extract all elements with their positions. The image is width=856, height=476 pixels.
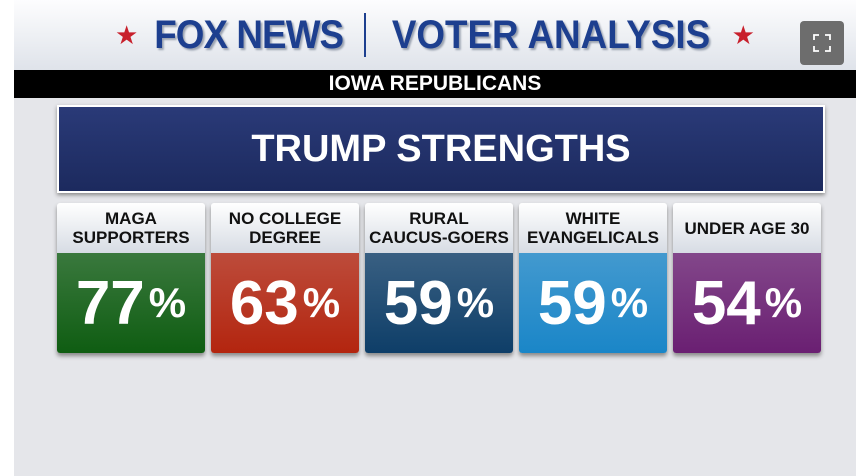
voter-analysis-graphic: ★ FOX NEWS VOTER ANALYSIS ★ IOWA REPUBLI… [14,0,856,476]
stat-value: 63% [211,253,359,353]
stat-value: 59% [519,253,667,353]
stat-card: MAGA SUPPORTERS 77% [57,203,205,353]
subtitle-bar: IOWA REPUBLICANS [14,70,856,98]
percent-sign: % [610,279,649,326]
stat-label: WHITE EVANGELICALS [519,203,667,253]
percent-sign: % [456,279,495,326]
stat-label: UNDER AGE 30 [673,203,821,253]
value-number: 59 [383,268,453,338]
star-icon: ★ [115,19,139,50]
fox-news-logo: FOX NEWS [154,12,345,57]
stat-label: NO COLLEGE DEGREE [211,203,359,253]
divider [363,13,366,57]
stat-value: 54% [673,253,821,353]
chart-title: TRUMP STRENGTHS [57,105,825,193]
stat-card: RURAL CAUCUS-GOERS 59% [365,203,513,353]
stat-card: NO COLLEGE DEGREE 63% [211,203,359,353]
masthead: ★ FOX NEWS VOTER ANALYSIS ★ [14,0,856,70]
stat-card: WHITE EVANGELICALS 59% [519,203,667,353]
stat-label: MAGA SUPPORTERS [57,203,205,253]
value-number: 54 [691,268,761,338]
expand-button[interactable] [800,21,844,65]
value-number: 63 [229,268,299,338]
header-title: VOTER ANALYSIS [391,12,710,57]
expand-icon [813,34,831,52]
stat-card: UNDER AGE 30 54% [673,203,821,353]
stat-cards: MAGA SUPPORTERS 77% NO COLLEGE DEGREE 63% RU… [57,203,821,353]
star-icon: ★ [731,19,755,50]
stat-value: 59% [365,253,513,353]
value-number: 59 [537,268,607,338]
percent-sign: % [302,279,341,326]
stat-label: RURAL CAUCUS-GOERS [365,203,513,253]
percent-sign: % [148,279,187,326]
stat-value: 77% [57,253,205,353]
percent-sign: % [764,279,803,326]
value-number: 77 [75,268,145,338]
